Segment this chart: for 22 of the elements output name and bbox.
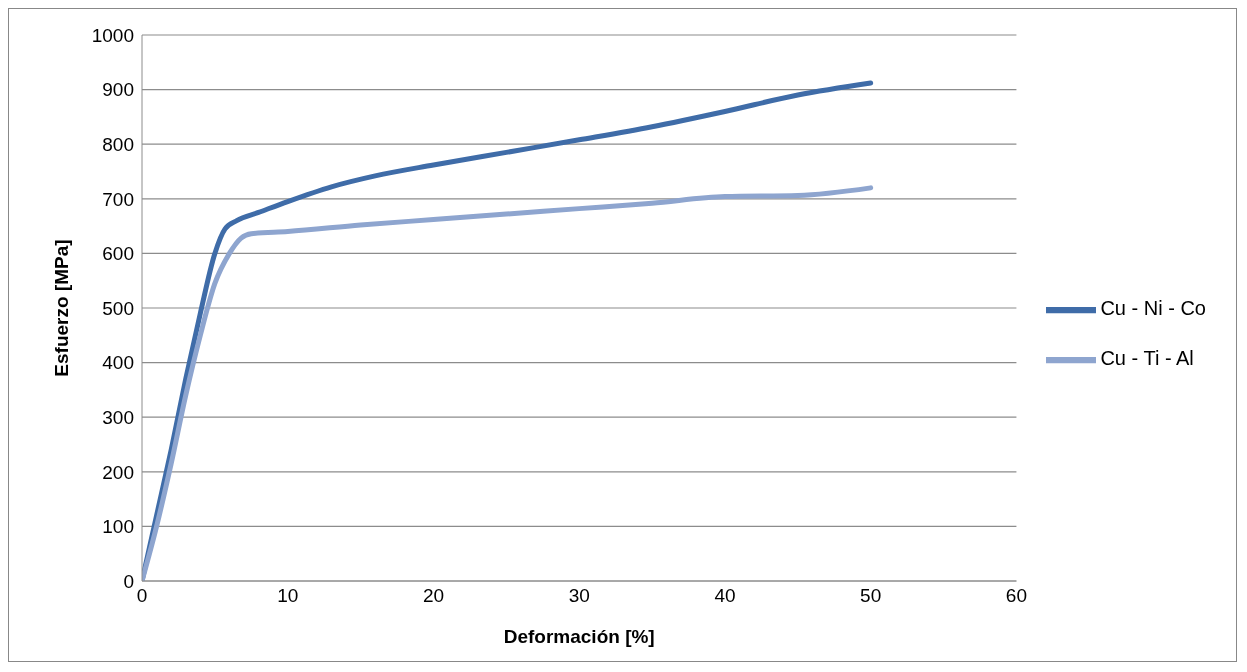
x-axis-title: Deformación [%] — [503, 626, 655, 647]
y-tick-label: 800 — [102, 133, 134, 155]
x-tick-label: 0 — [136, 585, 148, 607]
y-tick-label: 600 — [102, 243, 134, 265]
x-tick-label: 50 — [860, 585, 882, 607]
y-tick-label: 200 — [102, 461, 134, 483]
legend-label: Cu - Ti - Al — [1100, 347, 1194, 370]
y-tick-label: 900 — [102, 79, 134, 101]
y-tick-label: 500 — [102, 297, 134, 319]
y-tick-label: 0 — [123, 570, 134, 592]
y-tick-label: 100 — [102, 516, 134, 538]
legend-label: Cu - Ni - Co — [1100, 297, 1206, 320]
x-tick-label: 40 — [714, 585, 736, 607]
y-tick-label: 700 — [102, 188, 134, 210]
y-axis-title: Esfuerzo [MPa] — [50, 239, 72, 377]
x-tick-label: 30 — [568, 585, 590, 607]
x-tick-label: 60 — [1005, 585, 1027, 607]
y-tick-label: 300 — [102, 406, 134, 428]
x-tick-label: 10 — [277, 585, 299, 607]
x-tick-label: 20 — [422, 585, 445, 607]
y-tick-label: 1000 — [91, 24, 134, 46]
y-tick-label: 400 — [102, 352, 134, 374]
